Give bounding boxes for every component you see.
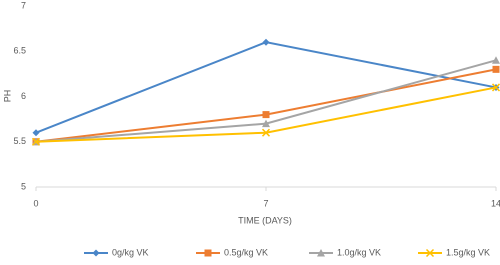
legend-marker xyxy=(92,249,100,257)
y-axis-label: PH xyxy=(2,90,12,103)
marker xyxy=(492,56,500,64)
marker xyxy=(492,65,500,73)
y-tick-label: 5 xyxy=(21,181,26,191)
y-tick-label: 6.5 xyxy=(13,46,26,56)
marker xyxy=(31,137,41,146)
x-axis-label: TIME (DAYS) xyxy=(238,215,292,225)
marker xyxy=(262,38,270,46)
marker xyxy=(491,83,500,92)
marker xyxy=(262,111,270,119)
series-line xyxy=(35,41,497,134)
x-tick-label: 14 xyxy=(491,198,500,208)
legend-marker xyxy=(425,248,435,258)
legend-marker xyxy=(317,249,325,257)
legend-label: 1.5g/kg VK xyxy=(446,247,490,257)
legend-label: 1.0g/kg VK xyxy=(337,247,381,257)
legend-label: 0g/kg VK xyxy=(112,247,149,257)
legend-marker xyxy=(204,249,212,257)
x-tick-label: 0 xyxy=(33,198,38,208)
x-tick-label: 7 xyxy=(263,198,268,208)
y-tick-label: 7 xyxy=(21,0,26,10)
legend-label: 0.5g/kg VK xyxy=(224,247,268,257)
marker xyxy=(262,119,270,128)
y-tick-label: 6 xyxy=(21,91,26,101)
marker xyxy=(261,128,271,137)
marker xyxy=(32,129,40,137)
y-tick-label: 5.5 xyxy=(13,136,26,146)
